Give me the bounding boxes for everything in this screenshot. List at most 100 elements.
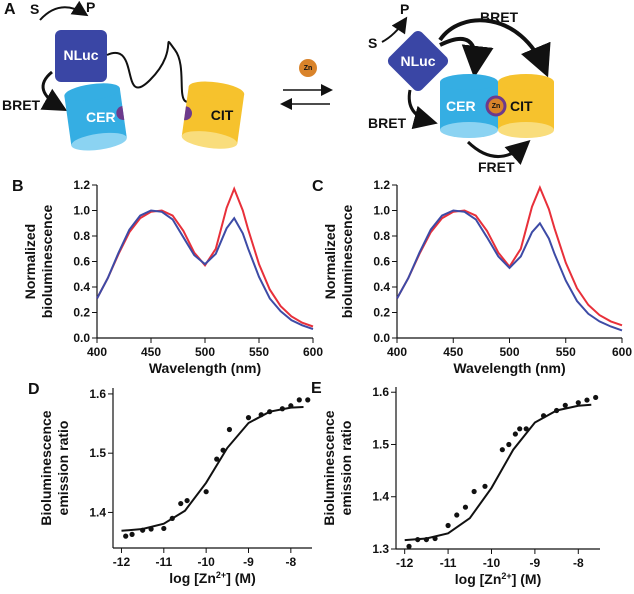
x-tick-label: -8 [285,555,296,569]
panel-letter: E [311,380,322,397]
x-tick-label: 400 [387,345,407,359]
x-tick-label: 600 [303,345,323,359]
point [178,500,184,507]
x-tick-label: -9 [530,556,541,570]
y-tick-label: 1.5 [89,446,106,460]
point [214,456,220,462]
point [123,533,129,539]
arrow [439,36,494,78]
x-tick-label: -9 [243,555,254,569]
label: NLuc [64,47,99,63]
y-tick-label: 0.0 [373,331,390,345]
x-axis-label-part: log [Zn [169,570,216,586]
linker [106,40,201,103]
x-tick-label: 400 [87,345,107,359]
label: Zn [304,65,313,72]
point [445,522,451,529]
label: CER [86,109,116,125]
label: BRET [2,97,41,113]
label: CIT [510,98,533,114]
y-tick-label: 0.2 [73,306,90,320]
x-tick-label: -11 [155,555,172,569]
x-axis-label: Wavelength (nm) [149,360,261,376]
panel-letter: C [312,178,324,195]
point [512,431,518,437]
point [523,426,529,432]
y-axis-label-line: Normalized [22,224,38,299]
label: BRET [368,115,407,131]
point [184,497,190,504]
y-axis-label-line: emission ratio [338,421,354,516]
arrow [39,0,89,21]
y-tick-label: 1.6 [89,387,106,401]
point [226,426,233,433]
label: P [86,0,95,15]
x-tick-label: -12 [113,555,131,569]
x-tick-label: 550 [249,345,269,359]
x-tick-label: 600 [612,345,632,359]
line [96,186,314,328]
label: S [368,35,377,51]
y-axis-label-line: Bioluminescence [321,410,337,525]
y-axis-label-line: Normalized [322,224,338,299]
cer [64,83,127,151]
panel-letter: B [12,178,24,195]
point [506,441,512,448]
label: Zn [492,103,501,110]
x-tick-label: 450 [443,345,463,359]
x-axis-label-part: 2+ [501,571,511,581]
x-axis-label-part: 2+ [216,570,226,580]
point [203,489,209,495]
zinc [299,59,317,77]
arrow [381,16,408,43]
x-tick-label: -12 [396,556,414,570]
y-tick-label: 1.3 [372,542,389,556]
y-tick-label: 0.8 [373,229,390,243]
y-tick-label: 1.0 [73,204,90,218]
y-tick-label: 1.4 [372,490,389,504]
cit [498,74,554,138]
x-axis-label: log [Zn2+] (M) [169,570,255,586]
y-axis-label: Bioluminescenceemission ratio [321,410,354,525]
y-tick-label: 1.0 [373,204,390,218]
y-tick-label: 0.6 [73,255,90,269]
zinc [485,95,507,117]
label: CIT [211,107,234,123]
x-axis-label-part: log [Zn [455,571,502,587]
line [396,209,623,332]
point [454,512,460,518]
y-tick-label: 0.4 [373,280,390,294]
y-tick-label: 1.4 [89,505,106,519]
x-tick-label: 500 [499,345,519,359]
nluc [55,30,107,82]
x-tick-label: -10 [483,556,501,570]
label: P [400,1,409,17]
x-axis-label: Wavelength (nm) [453,360,565,376]
point [517,426,523,432]
y-axis-label-line: bioluminescence [339,204,355,318]
line [121,406,304,532]
x-tick-label: 500 [195,345,215,359]
x-axis-label: log [Zn2+] (M) [455,571,541,587]
point [562,402,568,408]
arrow [407,89,438,130]
point [161,525,167,532]
y-axis-label-line: Bioluminescence [38,410,54,525]
label: NLuc [401,53,436,69]
y-tick-label: 0.6 [373,255,390,269]
x-tick-label: -10 [197,555,215,569]
point [245,415,252,421]
y-tick-label: 0.0 [73,331,90,345]
y-tick-label: 1.2 [73,178,90,192]
nluc [387,30,449,92]
point [471,488,477,495]
point [305,397,311,403]
point [584,397,590,403]
arrow [40,70,68,111]
point [575,400,581,406]
y-tick-label: 1.5 [372,437,389,451]
x-axis-label-part: ] (M) [226,570,256,586]
point [296,397,302,403]
label: S [30,1,39,17]
arrow [466,139,531,165]
